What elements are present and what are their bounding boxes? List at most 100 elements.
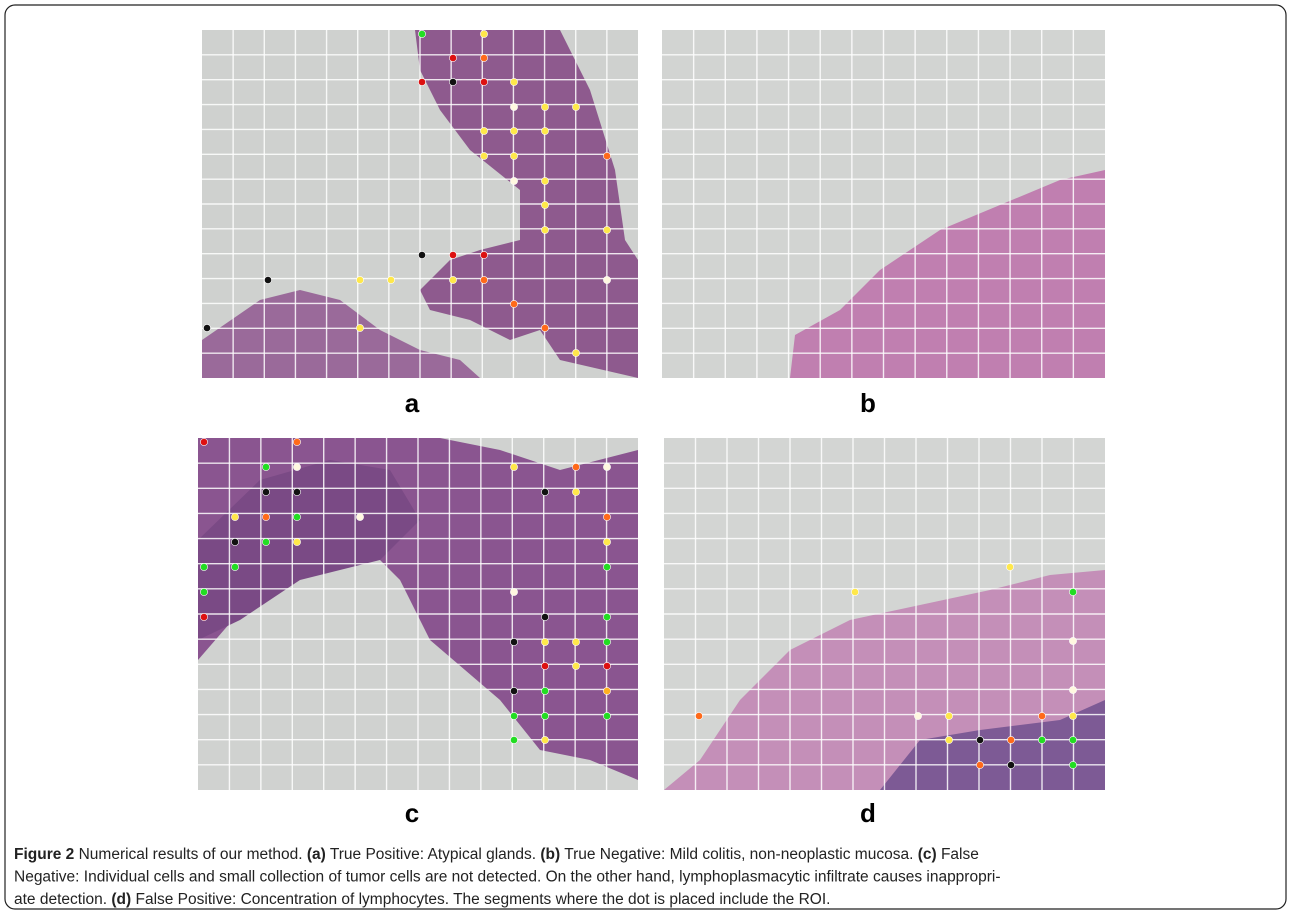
- detection-dot: [572, 488, 579, 495]
- detection-dot: [387, 276, 394, 283]
- detection-dot: [541, 613, 548, 620]
- detection-dot: [293, 513, 300, 520]
- detection-dot: [200, 563, 207, 570]
- detection-dot: [603, 563, 610, 570]
- detection-dot: [1007, 761, 1014, 768]
- detection-dot: [231, 513, 238, 520]
- detection-dot: [1069, 588, 1076, 595]
- caption-line: ate detection. (d) False Positive: Conce…: [14, 891, 830, 908]
- detection-dot: [1069, 736, 1076, 743]
- caption-line: Figure 2 Numerical results of our method…: [14, 846, 979, 863]
- detection-dot: [480, 152, 487, 159]
- detection-dot: [541, 638, 548, 645]
- detection-dot: [603, 513, 610, 520]
- detection-dot: [480, 276, 487, 283]
- detection-dot: [449, 276, 456, 283]
- detection-dot: [418, 78, 425, 85]
- detection-dot: [510, 736, 517, 743]
- caption-line: Negative: Individual cells and small col…: [14, 869, 1000, 886]
- detection-dot: [541, 177, 548, 184]
- detection-dot: [510, 712, 517, 719]
- detection-dot: [695, 712, 702, 719]
- detection-dot: [541, 488, 548, 495]
- caption-text: False: [937, 846, 979, 863]
- detection-dot: [1069, 637, 1076, 644]
- caption-text: True Positive: Atypical glands.: [326, 846, 541, 863]
- detection-dot: [262, 488, 269, 495]
- detection-dot: [231, 563, 238, 570]
- detection-dot: [510, 177, 517, 184]
- detection-dot: [293, 538, 300, 545]
- panel-label: c: [405, 798, 419, 828]
- detection-dot: [914, 712, 921, 719]
- caption-text: (a): [307, 846, 326, 863]
- detection-dot: [203, 324, 210, 331]
- caption-text: Numerical results of our method.: [74, 846, 307, 863]
- caption: Figure 2 Numerical results of our method…: [14, 846, 1000, 908]
- detection-dot: [293, 438, 300, 445]
- detection-dot: [418, 30, 425, 37]
- detection-dot: [603, 152, 610, 159]
- detection-dot: [541, 662, 548, 669]
- detection-dot: [1069, 686, 1076, 693]
- detection-dot: [603, 662, 610, 669]
- detection-dot: [293, 463, 300, 470]
- detection-dot: [262, 538, 269, 545]
- detection-dot: [200, 588, 207, 595]
- detection-dot: [264, 276, 271, 283]
- detection-dot: [1007, 736, 1014, 743]
- detection-dot: [541, 201, 548, 208]
- detection-dot: [1006, 563, 1013, 570]
- detection-dot: [262, 513, 269, 520]
- detection-dot: [945, 736, 952, 743]
- detection-dot: [510, 152, 517, 159]
- detection-dot: [1038, 736, 1045, 743]
- detection-dot: [449, 54, 456, 61]
- detection-dot: [603, 712, 610, 719]
- detection-dot: [1069, 761, 1076, 768]
- detection-dot: [1038, 712, 1045, 719]
- detection-dot: [510, 103, 517, 110]
- caption-text: Negative: Individual cells and small col…: [14, 869, 1000, 886]
- detection-dot: [541, 103, 548, 110]
- detection-dot: [480, 54, 487, 61]
- detection-dot: [293, 488, 300, 495]
- detection-dot: [480, 78, 487, 85]
- detection-dot: [945, 712, 952, 719]
- detection-dot: [449, 78, 456, 85]
- detection-dot: [541, 736, 548, 743]
- detection-dot: [510, 687, 517, 694]
- detection-dot: [603, 687, 610, 694]
- detection-dot: [976, 736, 983, 743]
- detection-dot: [200, 438, 207, 445]
- detection-dot: [356, 324, 363, 331]
- detection-dot: [541, 324, 548, 331]
- detection-dot: [449, 251, 456, 258]
- detection-dot: [603, 638, 610, 645]
- detection-dot: [200, 613, 207, 620]
- caption-text: (d): [111, 891, 131, 908]
- caption-text: (b): [540, 846, 560, 863]
- detection-dot: [510, 638, 517, 645]
- detection-dot: [356, 276, 363, 283]
- detection-dot: [976, 761, 983, 768]
- caption-text: True Negative: Mild colitis, non-neoplas…: [560, 846, 918, 863]
- detection-dot: [480, 127, 487, 134]
- detection-dot: [541, 687, 548, 694]
- detection-dot: [510, 588, 517, 595]
- detection-dot: [572, 349, 579, 356]
- detection-dot: [572, 638, 579, 645]
- caption-text: (c): [918, 846, 937, 863]
- detection-dot: [418, 251, 425, 258]
- detection-dot: [1069, 712, 1076, 719]
- detection-dot: [510, 300, 517, 307]
- panel-label: a: [405, 388, 420, 418]
- detection-dot: [262, 463, 269, 470]
- detection-dot: [231, 538, 238, 545]
- detection-dot: [541, 712, 548, 719]
- detection-dot: [480, 251, 487, 258]
- detection-dot: [603, 538, 610, 545]
- caption-text: False Positive: Concentration of lymphoc…: [131, 891, 830, 908]
- detection-dot: [603, 463, 610, 470]
- detection-dot: [851, 588, 858, 595]
